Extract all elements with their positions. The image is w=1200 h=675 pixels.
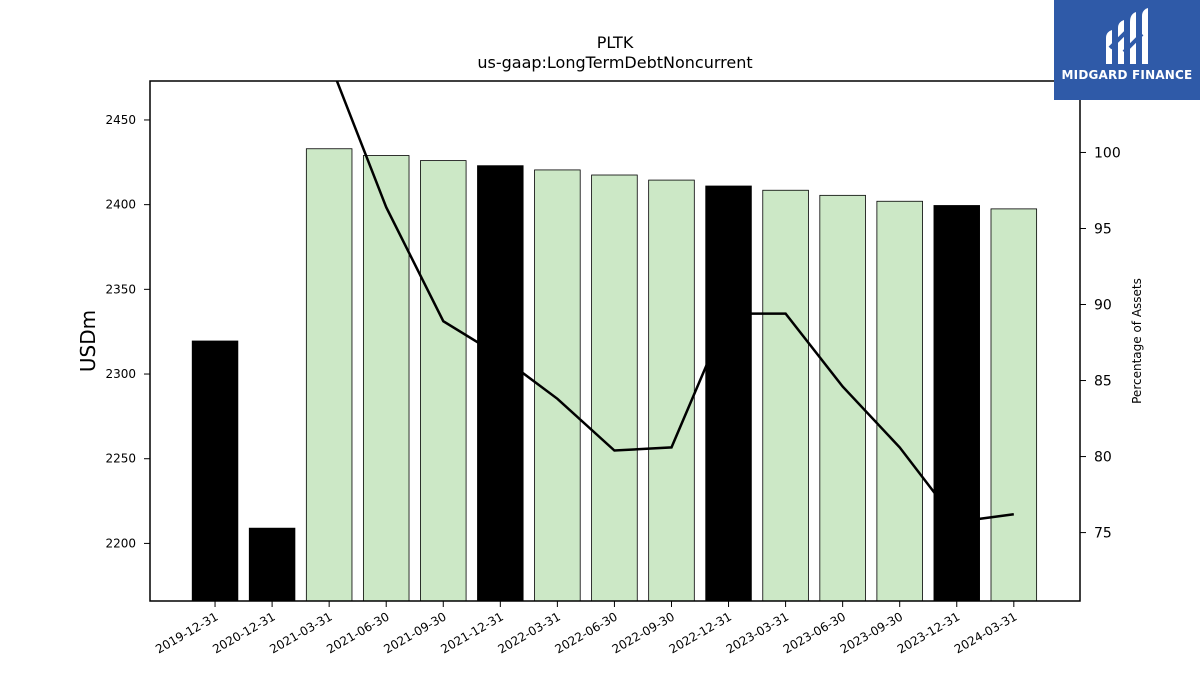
bar-2023-06-30	[819, 194, 866, 601]
x-tick-label: 2023-09-30	[838, 609, 905, 656]
y2-tick-label: 100	[1094, 145, 1121, 161]
bar-2023-12-31	[933, 205, 980, 601]
logo-mark-icon	[1106, 8, 1148, 64]
x-tick-label: 2022-12-31	[667, 609, 734, 656]
y-tick-label: 2250	[105, 452, 136, 466]
bar-2022-06-30	[591, 174, 638, 601]
x-tick-label: 2023-03-31	[724, 609, 791, 656]
x-tick-label: 2024-03-31	[952, 609, 1019, 656]
x-tick-label: 2020-12-31	[210, 609, 277, 656]
bar-2024-03-31	[990, 208, 1038, 601]
y-axis-label: USDm	[76, 310, 100, 372]
percentage-line	[335, 81, 1014, 524]
brand-logo: MIDGARD FINANCE	[1054, 0, 1200, 100]
bar-2021-12-31	[477, 165, 524, 601]
x-axis: 2019-12-312020-12-312021-03-312021-06-30…	[153, 601, 1019, 656]
bars-group	[191, 148, 1038, 601]
x-tick-label: 2021-06-30	[324, 609, 391, 656]
y-tick-label: 2300	[105, 367, 136, 381]
y-axis-left: 2200 2250 2300 2350 2400 2450	[105, 113, 150, 550]
y-tick-label: 2350	[105, 282, 136, 296]
x-tick-label: 2023-06-30	[781, 609, 848, 656]
bar-2021-03-31	[305, 148, 353, 601]
x-tick-label: 2022-03-31	[495, 609, 562, 656]
chart-title: PLTK	[597, 33, 634, 52]
bar-2021-09-30	[420, 160, 467, 601]
y2-tick-label: 90	[1094, 298, 1112, 314]
y2-tick-label: 75	[1094, 526, 1112, 542]
y-axis-right: 75 80 85 90 95 100	[1080, 145, 1121, 542]
x-tick-label: 2022-06-30	[553, 609, 620, 656]
line-group	[335, 81, 1014, 524]
bar-2023-09-30	[876, 200, 923, 601]
x-tick-label: 2021-03-31	[267, 609, 334, 656]
x-tick-label: 2019-12-31	[153, 609, 220, 656]
chart-subtitle: us-gaap:LongTermDebtNoncurrent	[477, 53, 752, 72]
y2-axis-label: Percentage of Assets	[1130, 278, 1144, 404]
bar-2022-12-31	[705, 185, 752, 601]
bar-2022-03-31	[534, 169, 581, 601]
y-tick-label: 2450	[105, 113, 136, 127]
y2-tick-label: 85	[1094, 374, 1112, 390]
bar-2019-12-31	[191, 340, 239, 601]
y-tick-label: 2200	[105, 536, 136, 550]
x-tick-label: 2021-09-30	[381, 609, 448, 656]
y-tick-label: 2400	[105, 198, 136, 212]
plot-frame	[149, 80, 1081, 602]
bar-2020-12-31	[248, 527, 296, 601]
x-tick-label: 2021-12-31	[438, 609, 505, 656]
bar-2022-09-30	[648, 179, 695, 601]
x-tick-label: 2022-09-30	[610, 609, 677, 656]
bar-2023-03-31	[762, 189, 809, 601]
x-tick-label: 2023-12-31	[895, 609, 962, 656]
logo-text: MIDGARD FINANCE	[1061, 68, 1193, 82]
y2-tick-label: 80	[1094, 450, 1112, 466]
bar-2021-06-30	[362, 155, 410, 601]
y2-tick-label: 95	[1094, 221, 1112, 237]
